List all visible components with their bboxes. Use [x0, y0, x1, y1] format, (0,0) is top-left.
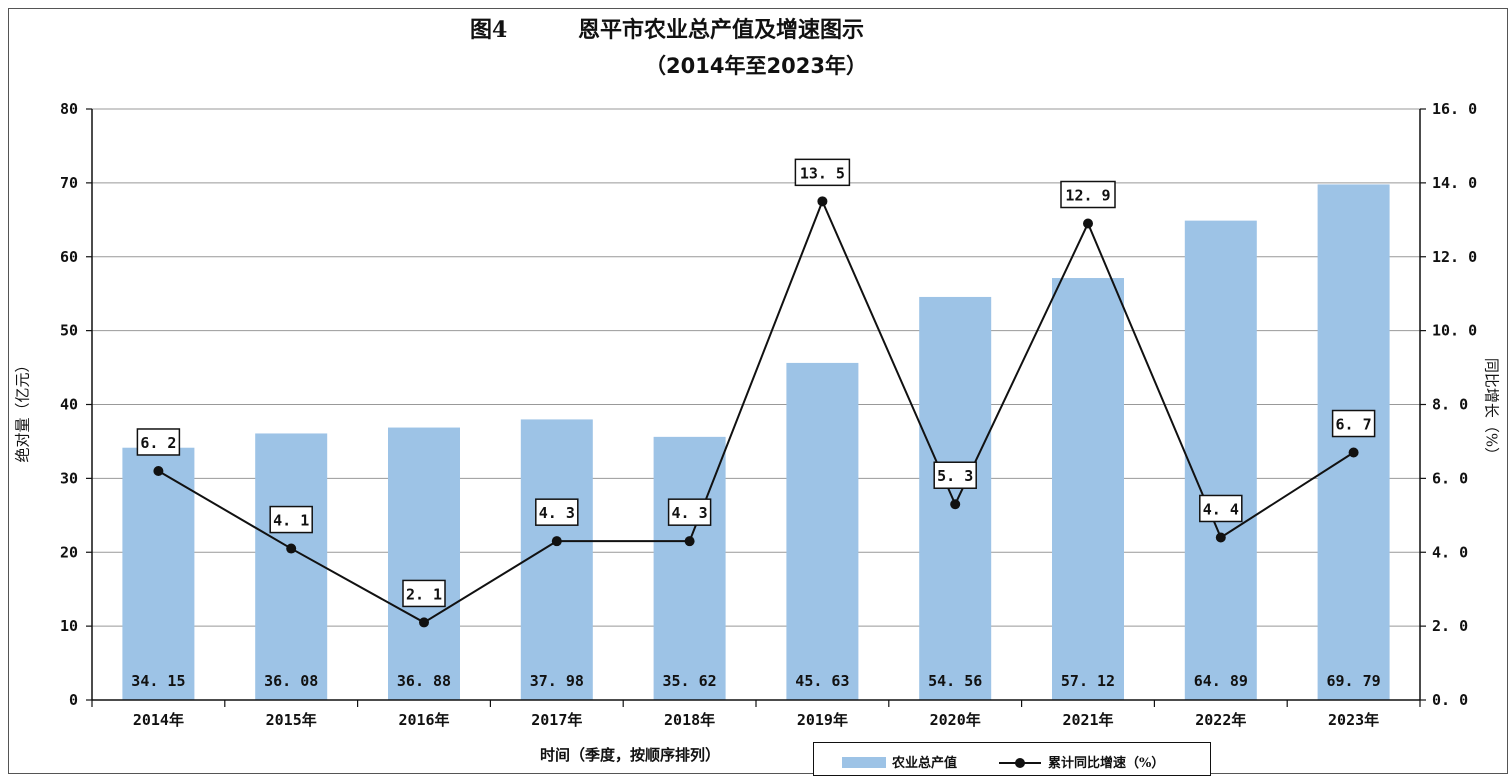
- legend-bar-swatch: [842, 757, 886, 768]
- axes: 0 10 20 30 40 50 60 70 80 0. 0 2. 0 4. 0 6. 0 8. 0 10.…: [60, 100, 1477, 729]
- growth-value-label: 13. 5: [800, 164, 845, 182]
- x-tick-label: 2021年: [1062, 711, 1113, 729]
- x-tick-label: 2014年: [133, 711, 184, 729]
- bar-value-label: 69. 79: [1327, 672, 1381, 690]
- y-left-tick-label: 50: [60, 322, 78, 340]
- growth-value-label: 4. 4: [1203, 500, 1239, 518]
- growth-label-box: [1060, 180, 1116, 209]
- y-right-tick-label: 14. 0: [1432, 174, 1477, 192]
- y-left-tick-label: 70: [60, 174, 78, 192]
- growth-value-label: 5. 3: [937, 467, 973, 485]
- figure-number: 图4: [470, 17, 508, 43]
- x-tick-label: 2019年: [797, 711, 848, 729]
- x-tick-label: 2020年: [930, 711, 981, 729]
- growth-label-box: [1199, 494, 1243, 523]
- bar-value-label: 36. 08: [264, 672, 318, 690]
- bar-value-label: 35. 62: [663, 672, 717, 690]
- y-right-tick-label: 16. 0: [1432, 100, 1477, 118]
- growth-label-box: [535, 498, 579, 526]
- bar: [1184, 220, 1257, 700]
- y-right-tick-label: 0. 0: [1432, 691, 1468, 709]
- growth-line-series: [153, 196, 1359, 628]
- y-right-tick-label: 6. 0: [1432, 469, 1468, 487]
- growth-point: [286, 543, 297, 554]
- bar-value-label: 37. 98: [530, 672, 584, 690]
- y-left-tick-label: 20: [60, 543, 78, 561]
- growth-point: [1348, 447, 1359, 458]
- x-tick-label: 2022年: [1195, 711, 1246, 729]
- bar-series: [122, 184, 1390, 700]
- growth-point: [1215, 532, 1226, 543]
- x-tick-label: 2017年: [531, 711, 582, 729]
- x-tick-label: 2018年: [664, 711, 715, 729]
- chart-subtitle: （2014年至2023年）: [645, 54, 867, 78]
- growth-label-box: [794, 158, 851, 187]
- y-right-tick-label: 10. 0: [1432, 322, 1477, 340]
- x-axis-label: 时间（季度，按顺序排列）: [540, 746, 721, 764]
- growth-label-box: [933, 461, 977, 489]
- y-left-tick-label: 0: [69, 691, 78, 709]
- y-right-tick-label: 4. 0: [1432, 543, 1468, 561]
- growth-line: [157, 198, 1355, 624]
- growth-point: [1083, 218, 1093, 229]
- bar-value-label: 34. 15: [131, 672, 185, 690]
- bar: [1052, 278, 1124, 700]
- growth-point: [950, 499, 961, 510]
- y-right-tick-label: 8. 0: [1432, 396, 1468, 414]
- growth-point: [419, 617, 429, 628]
- y-right-tick-label: 2. 0: [1432, 617, 1468, 635]
- bar: [786, 362, 859, 700]
- legend: 农业总产值 累计同比增速（%）: [813, 742, 1211, 776]
- chart-title-text: 恩平市农业总产值及增速图示: [578, 17, 865, 43]
- growth-value-label: 12. 9: [1065, 187, 1110, 205]
- growth-value-label: 6. 2: [140, 434, 176, 452]
- growth-point: [153, 465, 164, 476]
- bar: [1317, 184, 1390, 700]
- x-tick-label: 2016年: [398, 711, 449, 729]
- bar: [919, 296, 992, 700]
- y-right-tick-label: 12. 0: [1432, 248, 1477, 266]
- bar-value-label: 45. 63: [795, 672, 849, 690]
- legend-line-label: 累计同比增速（%）: [1048, 756, 1165, 771]
- growth-label-box: [269, 505, 313, 534]
- legend-bar-label: 农业总产值: [892, 756, 958, 771]
- x-tick-label: 2015年: [266, 711, 317, 729]
- growth-value-label: 6. 7: [1336, 416, 1372, 434]
- bar-value-label: 36. 88: [397, 672, 451, 690]
- bar: [388, 427, 460, 700]
- y-left-tick-label: 30: [60, 469, 78, 487]
- growth-label-box: [1331, 409, 1376, 438]
- bar-value-label: 54. 56: [928, 672, 982, 690]
- growth-label-box: [136, 428, 181, 456]
- growth-value-label: 2. 1: [406, 585, 442, 603]
- growth-point: [551, 536, 562, 547]
- y-left-tick-label: 40: [60, 396, 78, 414]
- y-left-tick-label: 10: [60, 617, 78, 635]
- bar-value-label: 64. 89: [1194, 672, 1248, 690]
- growth-point: [817, 196, 828, 207]
- growth-value-label: 4. 3: [539, 504, 575, 522]
- x-tick-label: 2023年: [1328, 711, 1379, 729]
- data-labels: 34. 15 36. 08 36. 88 37. 98 35. 62 45. 63 54. …: [131, 158, 1381, 690]
- legend-line-marker: [1015, 758, 1025, 768]
- growth-value-label: 4. 1: [273, 512, 309, 530]
- growth-label-box: [667, 498, 712, 526]
- growth-point: [684, 536, 695, 547]
- growth-value-label: 4. 3: [672, 504, 708, 522]
- bar-value-label: 57. 12: [1061, 672, 1115, 690]
- bar: [255, 433, 328, 700]
- bar: [122, 447, 195, 700]
- y-left-tick-label: 80: [60, 100, 78, 118]
- bar: [520, 419, 593, 700]
- growth-label-box: [402, 579, 446, 608]
- y-left-tick-label: 60: [60, 248, 78, 266]
